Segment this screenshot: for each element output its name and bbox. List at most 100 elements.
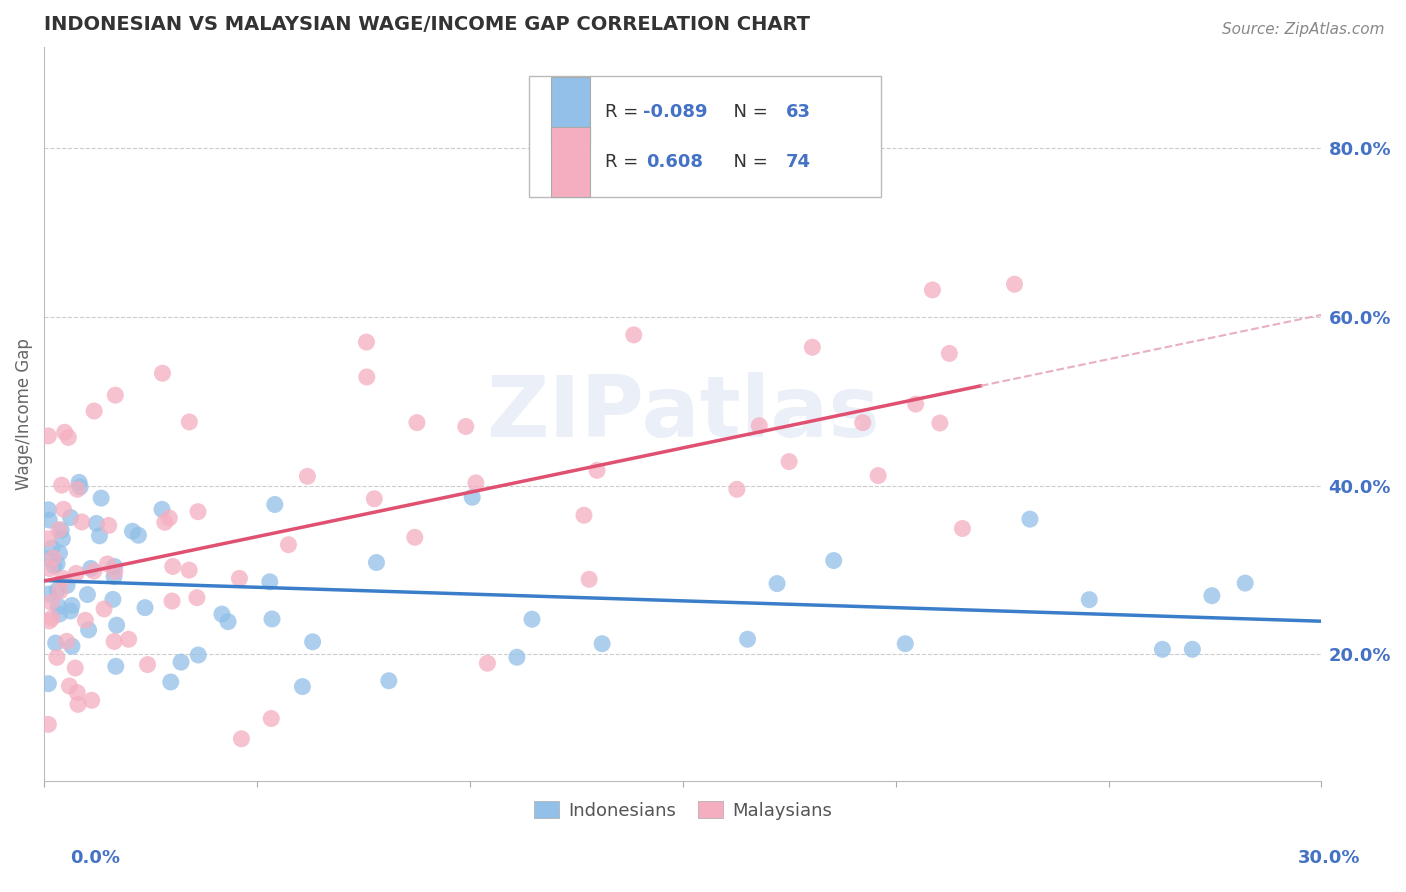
Point <box>591 637 613 651</box>
Point <box>60 639 83 653</box>
Point <box>179 563 201 577</box>
Point <box>66 685 89 699</box>
Point <box>49 584 72 599</box>
FancyBboxPatch shape <box>551 77 589 146</box>
Point <box>157 511 180 525</box>
Point <box>39 595 62 609</box>
Point <box>162 559 184 574</box>
Point <box>477 657 499 671</box>
Point <box>868 468 890 483</box>
Point <box>356 370 378 384</box>
Point <box>55 634 77 648</box>
Point <box>1234 576 1257 591</box>
Point <box>45 650 67 665</box>
Point <box>76 588 98 602</box>
Point <box>90 491 112 505</box>
Point <box>778 455 800 469</box>
Point <box>38 561 60 575</box>
Point <box>260 612 283 626</box>
Point <box>37 429 59 443</box>
Point <box>48 546 70 560</box>
Point <box>117 632 139 647</box>
Point <box>86 516 108 531</box>
Point <box>89 529 111 543</box>
Point <box>297 469 319 483</box>
Point <box>59 604 82 618</box>
Point <box>41 541 63 555</box>
Point <box>127 528 149 542</box>
Point <box>134 600 156 615</box>
Point <box>45 636 67 650</box>
Point <box>121 524 143 539</box>
Point <box>103 569 125 583</box>
Point <box>104 388 127 402</box>
Point <box>363 491 385 506</box>
Point <box>1152 642 1174 657</box>
Point <box>52 502 75 516</box>
Point <box>217 615 239 629</box>
Point <box>725 483 748 497</box>
Point <box>366 556 388 570</box>
Point <box>404 530 426 544</box>
Point <box>301 635 323 649</box>
Point <box>70 515 93 529</box>
Text: R =: R = <box>605 103 644 120</box>
Point <box>38 587 60 601</box>
Point <box>737 632 759 647</box>
Text: -0.089: -0.089 <box>643 103 707 120</box>
Point <box>938 346 960 360</box>
Point <box>69 480 91 494</box>
Point <box>104 564 127 578</box>
Point <box>97 518 120 533</box>
Point <box>461 490 484 504</box>
Point <box>42 558 65 573</box>
Point <box>852 416 875 430</box>
Point <box>96 557 118 571</box>
Point <box>159 675 181 690</box>
Text: R =: R = <box>605 153 650 170</box>
Point <box>464 475 486 490</box>
Point <box>160 594 183 608</box>
Point <box>93 602 115 616</box>
Point <box>623 327 645 342</box>
Point <box>42 550 65 565</box>
Point <box>186 591 208 605</box>
Point <box>928 416 950 430</box>
Point <box>406 416 429 430</box>
Point <box>152 366 174 380</box>
Legend: Indonesians, Malaysians: Indonesians, Malaysians <box>526 794 839 827</box>
Point <box>66 698 89 712</box>
Point <box>1181 642 1204 657</box>
Point <box>58 679 80 693</box>
Point <box>52 571 75 585</box>
Point <box>37 551 59 566</box>
Point <box>766 576 789 591</box>
Point <box>65 566 87 581</box>
Point <box>259 574 281 589</box>
Point <box>520 612 543 626</box>
Point <box>748 418 770 433</box>
Point <box>277 538 299 552</box>
Point <box>56 578 79 592</box>
Text: ZIPatlas: ZIPatlas <box>486 372 880 455</box>
Text: 63: 63 <box>786 103 811 120</box>
Text: Source: ZipAtlas.com: Source: ZipAtlas.com <box>1222 22 1385 37</box>
Point <box>37 676 59 690</box>
Point <box>454 419 477 434</box>
Point <box>1004 277 1026 292</box>
Point <box>58 430 80 444</box>
Point <box>63 661 86 675</box>
Point <box>921 283 943 297</box>
Point <box>356 335 378 350</box>
Point <box>103 634 125 648</box>
Point <box>801 340 824 354</box>
Text: 30.0%: 30.0% <box>1298 849 1360 867</box>
Point <box>46 583 69 598</box>
Point <box>586 463 609 477</box>
Point <box>66 483 89 497</box>
Point <box>51 532 73 546</box>
Point <box>228 571 250 585</box>
Point <box>153 516 176 530</box>
Point <box>291 680 314 694</box>
Text: N =: N = <box>723 103 773 120</box>
